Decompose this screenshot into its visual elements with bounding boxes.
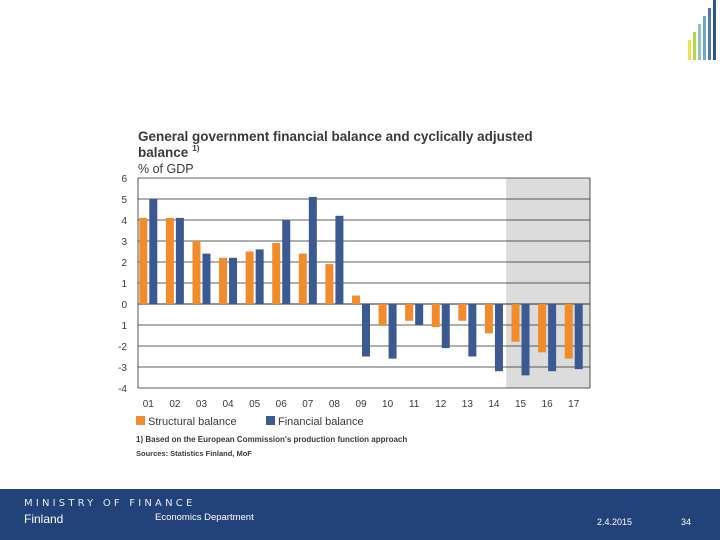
country-name: Finland bbox=[24, 512, 64, 526]
y-tick-label: -4 bbox=[118, 384, 127, 395]
bar-structural-balance bbox=[219, 257, 228, 304]
chart-footnote: 1) Based on the European Commission's pr… bbox=[136, 435, 407, 444]
bar-financial-balance bbox=[149, 199, 158, 304]
legend-swatch bbox=[136, 416, 145, 425]
bar-structural-balance bbox=[272, 243, 281, 304]
legend-label: Financial balance bbox=[278, 416, 364, 428]
legend-swatch bbox=[266, 416, 275, 425]
y-tick-label: 2 bbox=[121, 258, 127, 269]
chart-title-line2: balance 1) bbox=[138, 144, 200, 160]
x-tick-label: 06 bbox=[276, 399, 288, 410]
bar-financial-balance bbox=[362, 304, 370, 357]
bar-structural-balance bbox=[192, 241, 201, 304]
bar-financial-balance bbox=[335, 215, 344, 304]
bar-structural-balance bbox=[325, 264, 334, 304]
x-tick-label: 08 bbox=[329, 399, 341, 410]
x-tick-label: 14 bbox=[488, 399, 500, 410]
logo-stripe bbox=[688, 40, 691, 60]
x-tick-label: 03 bbox=[196, 399, 208, 410]
bar-financial-balance bbox=[282, 220, 291, 304]
y-tick-label: 6 bbox=[121, 174, 127, 185]
bar-structural-balance bbox=[458, 304, 467, 321]
bar-structural-balance bbox=[431, 304, 440, 328]
y-tick-label: 0 bbox=[121, 300, 127, 311]
bar-structural-balance bbox=[484, 304, 493, 334]
bar-financial-balance bbox=[175, 217, 184, 304]
bar-structural-balance bbox=[139, 217, 148, 304]
chart-sources: Sources: Statistics Finland, MoF bbox=[136, 449, 252, 458]
logo-stripes bbox=[688, 0, 716, 60]
x-tick-label: 02 bbox=[169, 399, 181, 410]
logo-stripe bbox=[693, 32, 696, 60]
chart-title-superscript: 1) bbox=[192, 144, 199, 153]
bar-financial-balance bbox=[494, 304, 503, 372]
chart-title-line2-text: balance bbox=[138, 145, 189, 160]
bar-structural-balance bbox=[165, 217, 174, 304]
bar-financial-balance bbox=[202, 253, 211, 304]
bar-financial-balance bbox=[468, 304, 477, 357]
bar-financial-balance bbox=[388, 304, 397, 359]
x-tick-label: 17 bbox=[568, 399, 580, 410]
bar-structural-balance bbox=[245, 251, 254, 304]
logo-stripe bbox=[713, 0, 716, 60]
logo-stripe bbox=[703, 16, 706, 60]
bar-financial-balance bbox=[229, 257, 238, 304]
y-tick-label: 3 bbox=[121, 237, 127, 248]
bar-structural-balance bbox=[538, 304, 547, 353]
department-name: Economics Department bbox=[155, 512, 254, 523]
logo-stripe bbox=[698, 24, 701, 60]
y-tick-label: 1 bbox=[121, 279, 127, 290]
x-tick-label: 11 bbox=[409, 399, 420, 410]
footer-bar: MINISTRY OF FINANCE Finland Economics De… bbox=[0, 489, 720, 540]
bar-structural-balance bbox=[564, 304, 573, 359]
bar-financial-balance bbox=[574, 304, 583, 370]
logo-stripe bbox=[708, 8, 711, 60]
ministry-name: MINISTRY OF FINANCE bbox=[24, 498, 196, 509]
y-tick-label: 1 bbox=[121, 321, 127, 332]
bar-financial-balance bbox=[308, 196, 317, 304]
x-tick-label: 15 bbox=[515, 399, 527, 410]
x-tick-label: 16 bbox=[542, 399, 554, 410]
chart-title-line1: General government financial balance and… bbox=[138, 129, 533, 144]
bar-financial-balance bbox=[441, 304, 450, 349]
y-tick-label: -3 bbox=[118, 363, 127, 374]
y-tick-label: 5 bbox=[121, 195, 127, 206]
bar-structural-balance bbox=[511, 304, 520, 342]
x-tick-label: 01 bbox=[143, 399, 155, 410]
x-tick-label: 05 bbox=[249, 399, 261, 410]
bar-financial-balance bbox=[415, 304, 424, 325]
x-tick-label: 10 bbox=[382, 399, 394, 410]
x-tick-label: 09 bbox=[355, 399, 367, 410]
bar-structural-balance bbox=[378, 304, 387, 325]
slide-date: 2.4.2015 bbox=[597, 517, 633, 527]
legend: Structural balance Financial balance bbox=[136, 416, 364, 428]
chart: General government financial balance and… bbox=[118, 129, 591, 458]
bar-financial-balance bbox=[521, 304, 530, 376]
x-tick-label: 07 bbox=[302, 399, 314, 410]
bar-financial-balance bbox=[255, 249, 264, 304]
x-tick-label: 12 bbox=[435, 399, 447, 410]
bar-structural-balance bbox=[405, 304, 414, 321]
y-axis-label: % of GDP bbox=[138, 162, 194, 176]
bar-structural-balance bbox=[352, 295, 360, 304]
legend-label: Structural balance bbox=[148, 416, 237, 428]
x-tick-label: 04 bbox=[222, 399, 234, 410]
x-tick-label: 13 bbox=[462, 399, 474, 410]
y-tick-label: -2 bbox=[118, 342, 127, 353]
bar-financial-balance bbox=[548, 304, 557, 372]
y-tick-label: 4 bbox=[121, 216, 127, 227]
page-number: 34 bbox=[681, 517, 692, 527]
bar-structural-balance bbox=[298, 253, 307, 304]
